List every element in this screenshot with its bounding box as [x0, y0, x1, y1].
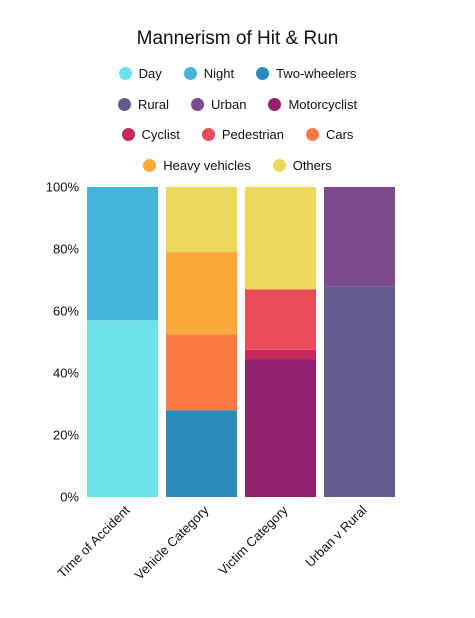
legend-row: Rural Urban Motorcyclist: [0, 97, 475, 112]
legend-swatch: [191, 98, 205, 111]
bar-segment: [166, 252, 237, 335]
bar-segment: [245, 359, 316, 497]
legend-label: Two-wheelers: [276, 66, 357, 81]
legend-label: Motorcyclist: [288, 97, 358, 112]
legend-row: Cyclist Pedestrian Cars: [0, 127, 475, 142]
legend-item: Night: [183, 66, 235, 81]
legend-item: Others: [272, 158, 332, 173]
legend-item: Cars: [305, 127, 354, 142]
legend-row: Heavy vehicles Others: [0, 158, 475, 173]
legend-label: Night: [203, 66, 235, 81]
legend-swatch: [201, 128, 215, 141]
legend-swatch: [305, 128, 319, 141]
legend-row: Day Night Two-wheelers: [0, 66, 475, 81]
legend-item: Rural: [117, 97, 170, 112]
legend-item: Motorcyclist: [268, 97, 357, 112]
legend-label: Cars: [325, 127, 354, 142]
legend-swatch: [118, 67, 132, 80]
legend-label: Rural: [137, 97, 170, 112]
y-tick-label: 40%: [53, 366, 79, 381]
legend-swatch: [256, 67, 270, 80]
legend-swatch: [272, 159, 286, 172]
legend-label: Others: [292, 158, 332, 173]
legend-label: Cyclist: [141, 127, 180, 142]
bar-segment: [245, 289, 316, 350]
legend-item: Cyclist: [121, 127, 180, 142]
x-tick-label: Time of Accident: [54, 502, 132, 580]
y-tick-label: 80%: [53, 242, 79, 257]
chart-title: Mannerism of Hit & Run: [136, 28, 339, 49]
y-tick-label: 0%: [60, 490, 79, 505]
y-tick-label: 60%: [53, 304, 79, 319]
bar-segment: [166, 187, 237, 253]
bar-segment: [87, 187, 158, 321]
bar-segment: [245, 349, 316, 360]
legend-label: Pedestrian: [221, 127, 284, 142]
x-tick-label: Vehicle Category: [132, 502, 212, 582]
legend-swatch: [121, 128, 135, 141]
legend-item: Heavy vehicles: [143, 158, 251, 173]
legend-swatch: [183, 67, 197, 80]
bar-segment: [324, 286, 395, 497]
legend-item: Day: [118, 66, 162, 81]
x-tick-label: Victim Category: [215, 502, 291, 578]
bar-segment: [166, 410, 237, 497]
legend-swatch: [143, 159, 157, 172]
bar-segment: [245, 187, 316, 290]
legend-label: Heavy vehicles: [163, 158, 251, 173]
legend-label: Day: [138, 66, 162, 81]
legend-item: Urban: [191, 97, 246, 112]
x-tick-label: Urban v Rural: [302, 502, 369, 569]
bar-segment: [324, 187, 395, 287]
legend-label: Urban: [211, 97, 247, 112]
bar-segment: [166, 334, 237, 411]
y-tick-label: 20%: [53, 428, 79, 443]
legend-swatch: [117, 98, 131, 111]
legend-item: Two-wheelers: [256, 66, 356, 81]
legend-swatch: [268, 98, 282, 111]
bar-segment: [87, 320, 158, 497]
legend-item: Pedestrian: [201, 127, 284, 142]
y-tick-label: 100%: [46, 180, 80, 195]
